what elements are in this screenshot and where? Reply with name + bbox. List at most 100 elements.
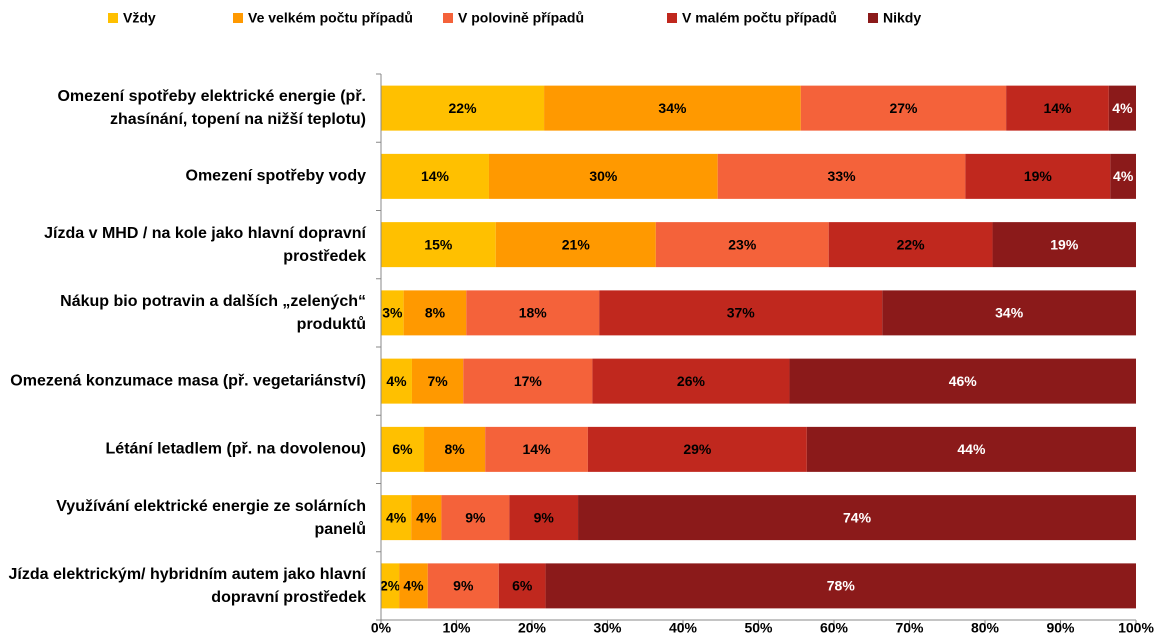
value-label: 17% (514, 373, 543, 389)
value-label: 4% (1113, 168, 1134, 184)
bar-segment (498, 563, 546, 609)
value-label: 74% (843, 509, 872, 525)
x-tick-label: 70% (895, 620, 924, 635)
bar-segment (399, 563, 428, 609)
value-label: 4% (1112, 100, 1133, 116)
bar-segment (800, 85, 1007, 131)
value-label: 8% (425, 305, 446, 321)
value-label: 3% (382, 305, 403, 321)
value-label: 22% (897, 236, 926, 252)
bar-segment (578, 495, 1136, 541)
bar-segment (992, 222, 1136, 268)
x-tick-label: 80% (971, 620, 1000, 635)
category-label: Omezení spotřeby vody (185, 167, 367, 185)
category-label: Létání letadlem (př. na dovolenou) (105, 440, 366, 458)
value-label: 14% (523, 441, 552, 457)
bar-segment (381, 222, 496, 268)
x-tick-label: 90% (1046, 620, 1075, 635)
bar-segment (882, 290, 1136, 336)
category-label: Využívání elektrické energie ze solárníc… (56, 497, 366, 538)
bar-segment (789, 358, 1136, 404)
bar-segment (544, 85, 801, 131)
bar-segment (381, 563, 400, 609)
bar-segment (427, 563, 499, 609)
legend-label: Vždy (123, 10, 156, 26)
value-label: 9% (465, 509, 486, 525)
value-label: 9% (534, 509, 555, 525)
legend-swatch (667, 13, 677, 23)
value-label: 6% (392, 441, 413, 457)
value-label: 21% (562, 236, 591, 252)
bar-segment (381, 358, 412, 404)
value-label: 2% (380, 578, 401, 594)
bar-segment (806, 426, 1136, 472)
value-label: 9% (453, 578, 474, 594)
value-label: 23% (728, 236, 757, 252)
x-tick-label: 10% (442, 620, 471, 635)
bar-segment (1108, 85, 1136, 131)
x-tick-label: 30% (593, 620, 622, 635)
bar-segment (411, 495, 442, 541)
value-label: 37% (727, 305, 756, 321)
bar-segment (466, 290, 600, 336)
category-label: Jízda elektrickým/ hybridním autem jako … (8, 565, 366, 606)
value-label: 26% (677, 373, 706, 389)
legend-swatch (868, 13, 878, 23)
x-tick-label: 60% (820, 620, 849, 635)
bar-segment (485, 426, 588, 472)
value-label: 46% (949, 373, 978, 389)
bar-segment (463, 358, 593, 404)
bar-segment (411, 358, 464, 404)
value-label: 4% (416, 509, 437, 525)
bar-segment (381, 426, 425, 472)
bar-segment (381, 290, 404, 336)
legend-swatch (233, 13, 243, 23)
bar-segment (495, 222, 656, 268)
bar-segment (403, 290, 467, 336)
bar-segment (599, 290, 883, 336)
value-label: 4% (403, 578, 424, 594)
value-label: 15% (424, 236, 453, 252)
category-label: Nákup bio potravin a dalších „zelených“ … (60, 292, 366, 333)
bar-segment (381, 85, 545, 131)
legend-swatch (443, 13, 453, 23)
x-tick-label: 40% (669, 620, 698, 635)
bar-segment (381, 153, 489, 199)
bar-segment (488, 153, 718, 199)
bar-segment (1006, 85, 1109, 131)
value-label: 19% (1050, 236, 1079, 252)
bar-segment (592, 358, 790, 404)
value-label: 8% (444, 441, 465, 457)
bar-segment (545, 563, 1136, 609)
value-label: 14% (1043, 100, 1072, 116)
bar-segment (828, 222, 993, 268)
value-label: 29% (683, 441, 712, 457)
legend-label: Nikdy (883, 10, 921, 26)
value-label: 22% (449, 100, 478, 116)
value-label: 19% (1024, 168, 1053, 184)
bar-segment (1110, 153, 1136, 199)
legend-label: V polovině případů (458, 10, 584, 26)
category-label: Omezená konzumace masa (př. vegetariánst… (10, 372, 366, 390)
value-label: 7% (428, 373, 449, 389)
value-label: 78% (827, 578, 856, 594)
category-label: Jízda v MHD / na kole jako hlavní doprav… (44, 224, 366, 265)
legend-label: V malém počtu případů (682, 10, 837, 26)
value-label: 34% (995, 305, 1024, 321)
bar-segment (965, 153, 1111, 199)
bar-segment (587, 426, 807, 472)
bar-segment (424, 426, 486, 472)
bar-segment (509, 495, 579, 541)
bar-segment (655, 222, 829, 268)
x-tick-label: 0% (371, 620, 392, 635)
value-label: 18% (519, 305, 548, 321)
bar-segment (441, 495, 510, 541)
category-label: Omezení spotřeby elektrické energie (př.… (57, 88, 366, 129)
x-tick-label: 20% (518, 620, 547, 635)
value-label: 4% (386, 509, 407, 525)
value-label: 33% (828, 168, 857, 184)
value-label: 34% (658, 100, 687, 116)
value-label: 6% (512, 578, 533, 594)
